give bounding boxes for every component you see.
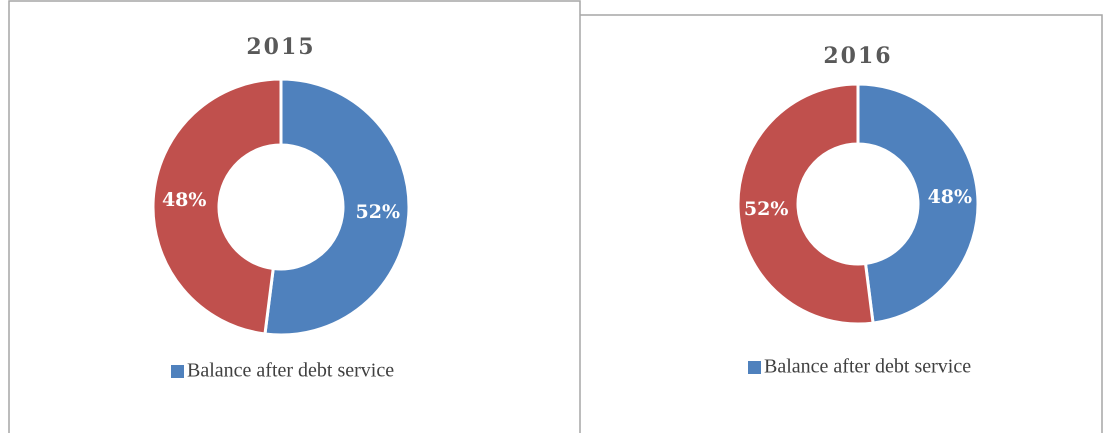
legend-swatch — [748, 361, 761, 374]
legend-label: Balance after debt service — [187, 360, 394, 382]
legend-label: Balance after debt service — [764, 356, 971, 378]
data-label: 52% — [356, 201, 401, 223]
data-label: 48% — [162, 189, 207, 211]
data-label: 52% — [744, 198, 789, 220]
donut-segment — [856, 82, 980, 325]
chart-title: 2015 — [246, 34, 315, 60]
data-label: 48% — [928, 186, 973, 208]
donut-segment — [736, 82, 875, 326]
chart-title: 2016 — [823, 43, 892, 69]
donut-segment — [151, 77, 283, 336]
panel-border — [580, 14, 1103, 433]
legend-swatch — [171, 365, 184, 378]
donut-segment — [263, 77, 411, 337]
panel-border — [8, 0, 581, 433]
